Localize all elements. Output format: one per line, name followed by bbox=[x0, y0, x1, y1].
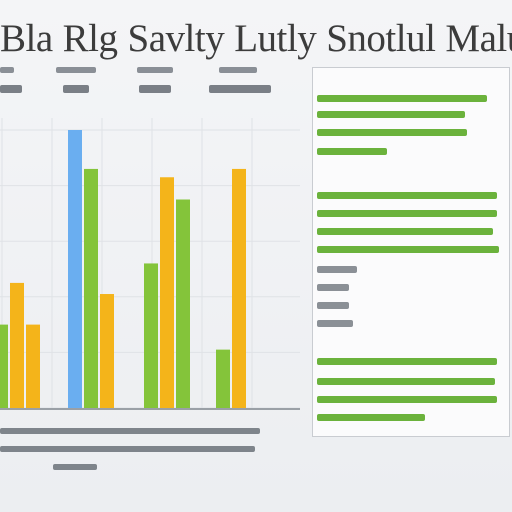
panel-text-line bbox=[317, 148, 387, 155]
panel-text-line bbox=[317, 246, 499, 253]
stat-label-3 bbox=[137, 67, 173, 73]
stat-label-4 bbox=[219, 67, 257, 73]
panel-text-line bbox=[317, 210, 497, 217]
title-word-5: Snotlul bbox=[326, 17, 436, 60]
bar-4-2 bbox=[232, 168, 246, 408]
panel-text-line bbox=[317, 378, 495, 385]
x-axis-baseline bbox=[0, 408, 300, 410]
panel-text-line bbox=[317, 228, 493, 235]
bar-3-4 bbox=[176, 199, 190, 408]
panel-text-line bbox=[317, 414, 425, 421]
bar-3-1 bbox=[144, 263, 158, 408]
panel-text-line bbox=[317, 396, 497, 403]
bar-1-2 bbox=[10, 282, 24, 408]
bar-2-2 bbox=[100, 294, 114, 408]
panel-text-line bbox=[317, 192, 497, 199]
bar-1-1 bbox=[0, 324, 8, 408]
bar-1-3 bbox=[26, 324, 40, 408]
stat-value-3 bbox=[139, 85, 171, 93]
bar-4-1 bbox=[216, 349, 230, 408]
panel-text-line bbox=[317, 129, 467, 136]
chart-title: BlaRlgSavltyLutlySnotlulMalu bbox=[0, 16, 512, 61]
stat-value-2 bbox=[63, 85, 89, 93]
x-labels-row-3 bbox=[53, 464, 97, 470]
stat-label-1 bbox=[0, 67, 14, 73]
title-word-6: Malu bbox=[445, 17, 512, 60]
title-word-3: Savlty bbox=[127, 17, 225, 60]
bar-3-2 bbox=[160, 177, 174, 408]
panel-text-line bbox=[317, 266, 357, 273]
x-labels-row-2 bbox=[0, 446, 255, 452]
title-word-4: Lutly bbox=[234, 17, 317, 60]
x-labels-row-1 bbox=[0, 428, 260, 434]
stat-value-1 bbox=[0, 85, 22, 93]
bar-2-0 bbox=[68, 130, 82, 408]
bar-chart bbox=[0, 118, 300, 409]
stat-value-4 bbox=[209, 85, 271, 93]
panel-text-line bbox=[317, 284, 349, 291]
title-word-2: Rlg bbox=[62, 17, 118, 60]
stat-label-2 bbox=[56, 67, 96, 73]
title-word-1: Bla bbox=[0, 17, 53, 60]
panel-text-line bbox=[317, 111, 465, 118]
panel-text-line bbox=[317, 358, 497, 365]
panel-text-line bbox=[317, 302, 349, 309]
bar-2-1 bbox=[84, 168, 98, 408]
panel-text-line bbox=[317, 320, 353, 327]
description-panel bbox=[312, 67, 510, 437]
panel-text-line bbox=[317, 95, 487, 102]
